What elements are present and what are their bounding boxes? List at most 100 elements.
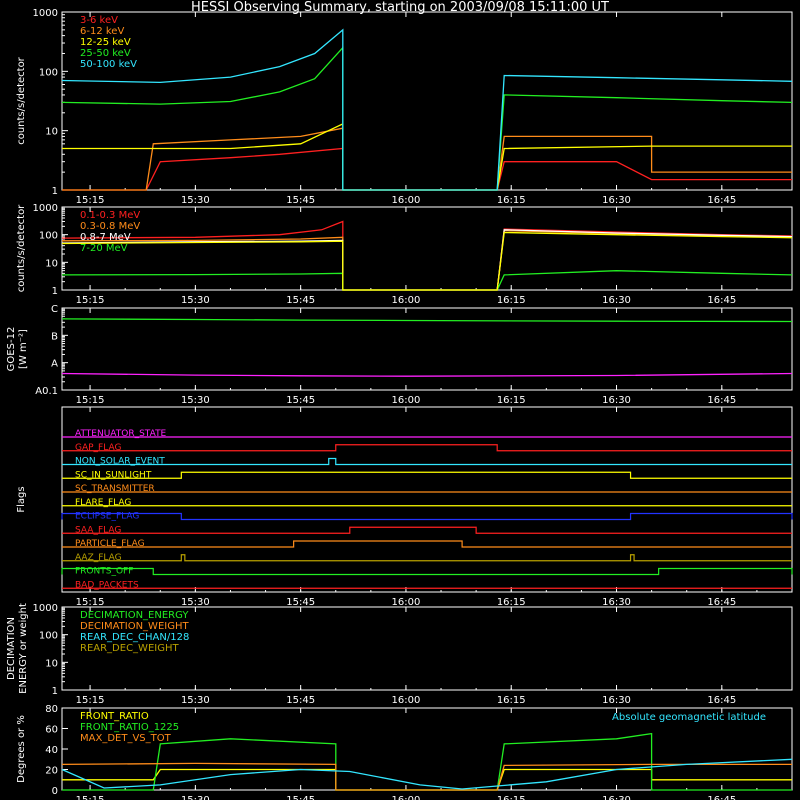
x-tick-label: 15:15 [76,395,105,406]
x-tick-label: 16:45 [707,395,736,406]
x-tick-label: 15:15 [76,295,105,306]
x-tick-label: 16:15 [497,395,526,406]
x-tick-label: 15:45 [286,795,315,800]
x-tick-label: 16:15 [497,597,526,608]
y-tick-label: 1000 [33,203,58,214]
legend-entry: REAR_DEC_WEIGHT [80,643,179,654]
x-tick-label: 15:45 [286,295,315,306]
flag-label: GAP_FLAG [75,443,121,453]
flag-label: SC_IN_SUNLIGHT [75,470,152,480]
flag-line [62,444,792,452]
x-tick-label: 16:00 [392,597,421,608]
flag-line [61,512,793,521]
legend-entry: 3-6 keV [80,15,118,26]
legend-entry: FRONT_RATIO_1225 [80,722,179,733]
flag-label: AAZ_FLAG [75,553,122,563]
panel-decimation-ylabel: DECIMATION [6,617,17,680]
flag-label: BAD_PACKETS [75,580,139,590]
flag-line [62,471,792,479]
flag-label: FLARE_FLAG [75,498,131,508]
series-line [61,762,792,791]
x-tick-label: 16:45 [707,795,736,800]
x-tick-label: 15:15 [76,695,105,706]
x-tick-label: 16:30 [602,395,631,406]
legend-entry: 6-12 keV [80,26,124,37]
panel-gamma-ylabel: counts/s/detector [16,204,27,292]
panel-goes-ylabel: GOES-12 [6,327,17,372]
x-tick-label: 15:30 [181,695,210,706]
y-tick-label: 10 [45,258,58,269]
legend-entry: 0.1-0.3 MeV [80,210,140,221]
panel-hxr-ylabel: counts/s/detector [16,56,27,144]
x-tick-label: 15:30 [181,295,210,306]
y-tick-label: B [51,331,58,342]
series-line [61,758,793,790]
x-tick-label: 15:15 [76,597,105,608]
y-tick-label: A [51,359,58,370]
panel-decimation-frame [61,606,793,691]
flag-label: NON_SOLAR_EVENT [75,457,165,467]
x-tick-label: 16:00 [392,395,421,406]
flag-label: SAA_FLAG [75,525,121,535]
flag-line [62,554,792,562]
series-line [61,231,793,291]
y-tick-label: 0 [52,786,58,797]
series-line [61,372,793,377]
y-tick-label: C [51,304,58,315]
legend-entry: 0.3-0.8 MeV [80,221,140,232]
flag-line [62,526,792,534]
y-tick-label: 10 [45,658,58,669]
legend-entry: FRONT_RATIO [80,711,149,722]
y-tick-label: 1 [52,286,58,297]
x-tick-label: 15:30 [181,195,210,206]
y-tick-label: 100 [39,67,58,78]
legend-entry: 50-100 keV [80,59,137,70]
series-line [61,220,793,291]
x-tick-label: 15:45 [286,695,315,706]
x-tick-label: 15:30 [181,795,210,800]
x-tick-label: 16:30 [602,295,631,306]
x-tick-label: 16:00 [392,795,421,800]
flag-label: PARTICLE_FLAG [75,539,145,549]
y-tick-label: A0.1 [35,386,58,397]
x-tick-label: 16:45 [707,597,736,608]
series-line [62,147,792,191]
y-tick-label: 100 [39,631,58,642]
series-line [61,229,793,291]
x-tick-label: 16:00 [392,295,421,306]
panel-gamma-frame [61,206,793,291]
x-tick-label: 16:45 [707,695,736,706]
series-line [61,229,793,291]
y-tick-label: 40 [45,745,58,756]
series-line [62,768,792,791]
flag-label: FRONTS_OFF [75,567,133,577]
panel-decimation-ylabel2: ENERGY or weight [18,603,29,694]
panel-ratio-ylabel: Degrees or % [16,715,27,783]
x-tick-label: 15:15 [76,795,105,800]
panel-flags-ylabel: Flags [16,486,27,512]
panel-hxr-frame [61,11,793,191]
x-tick-label: 16:15 [497,195,526,206]
y-tick-label: 1 [52,186,58,197]
x-tick-label: 16:30 [602,195,631,206]
y-tick-label: 80 [45,704,58,715]
series-line [62,127,792,191]
panel-goes-frame [61,307,793,391]
x-tick-label: 15:30 [181,597,210,608]
series-line [61,46,793,191]
x-tick-label: 16:45 [707,295,736,306]
legend-entry: 0.8-7 MeV [80,232,131,243]
y-tick-label: 60 [45,725,58,736]
y-tick-label: 1 [52,686,58,697]
legend-entry: 7-20 MeV [80,243,128,254]
series-line [61,318,793,323]
y-tick-label: 10 [45,127,58,138]
x-tick-label: 16:30 [602,597,631,608]
flag-label: ATTENUATOR_STATE [75,429,167,439]
x-tick-label: 16:00 [392,695,421,706]
y-tick-label: 1000 [33,8,58,19]
series-line [61,28,793,191]
flag-line [61,567,793,576]
x-tick-label: 16:15 [497,795,526,800]
